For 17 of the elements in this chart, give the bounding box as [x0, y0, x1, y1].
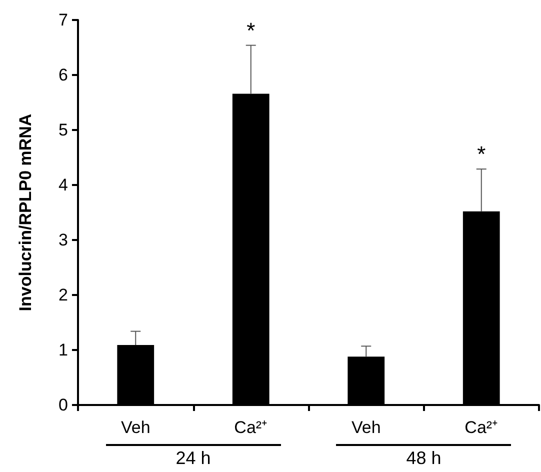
y-tick-label: 7	[58, 10, 68, 30]
x-tick-label: Ca²⁺	[464, 418, 498, 437]
y-tick-label: 2	[58, 286, 68, 304]
text: 48 h	[405, 448, 442, 469]
y-tick-label: 5	[58, 120, 68, 140]
y-tick-label: 0	[58, 396, 68, 414]
y-tick-label: 6	[58, 66, 68, 84]
y-tick-label: 1	[58, 340, 68, 360]
x-tick-label: Veh	[351, 418, 381, 437]
x-tick-label: Ca²⁺	[234, 418, 268, 437]
y-tick-label: 4	[58, 176, 68, 194]
y-axis-title: Involucrin/RPLP0 mRNA	[16, 114, 35, 312]
data-label: *	[246, 18, 256, 43]
y-tick-label: 3	[58, 230, 68, 250]
x-tick-label: Veh	[120, 418, 150, 437]
data-label: *	[477, 142, 486, 167]
text: 24 h	[174, 448, 212, 469]
